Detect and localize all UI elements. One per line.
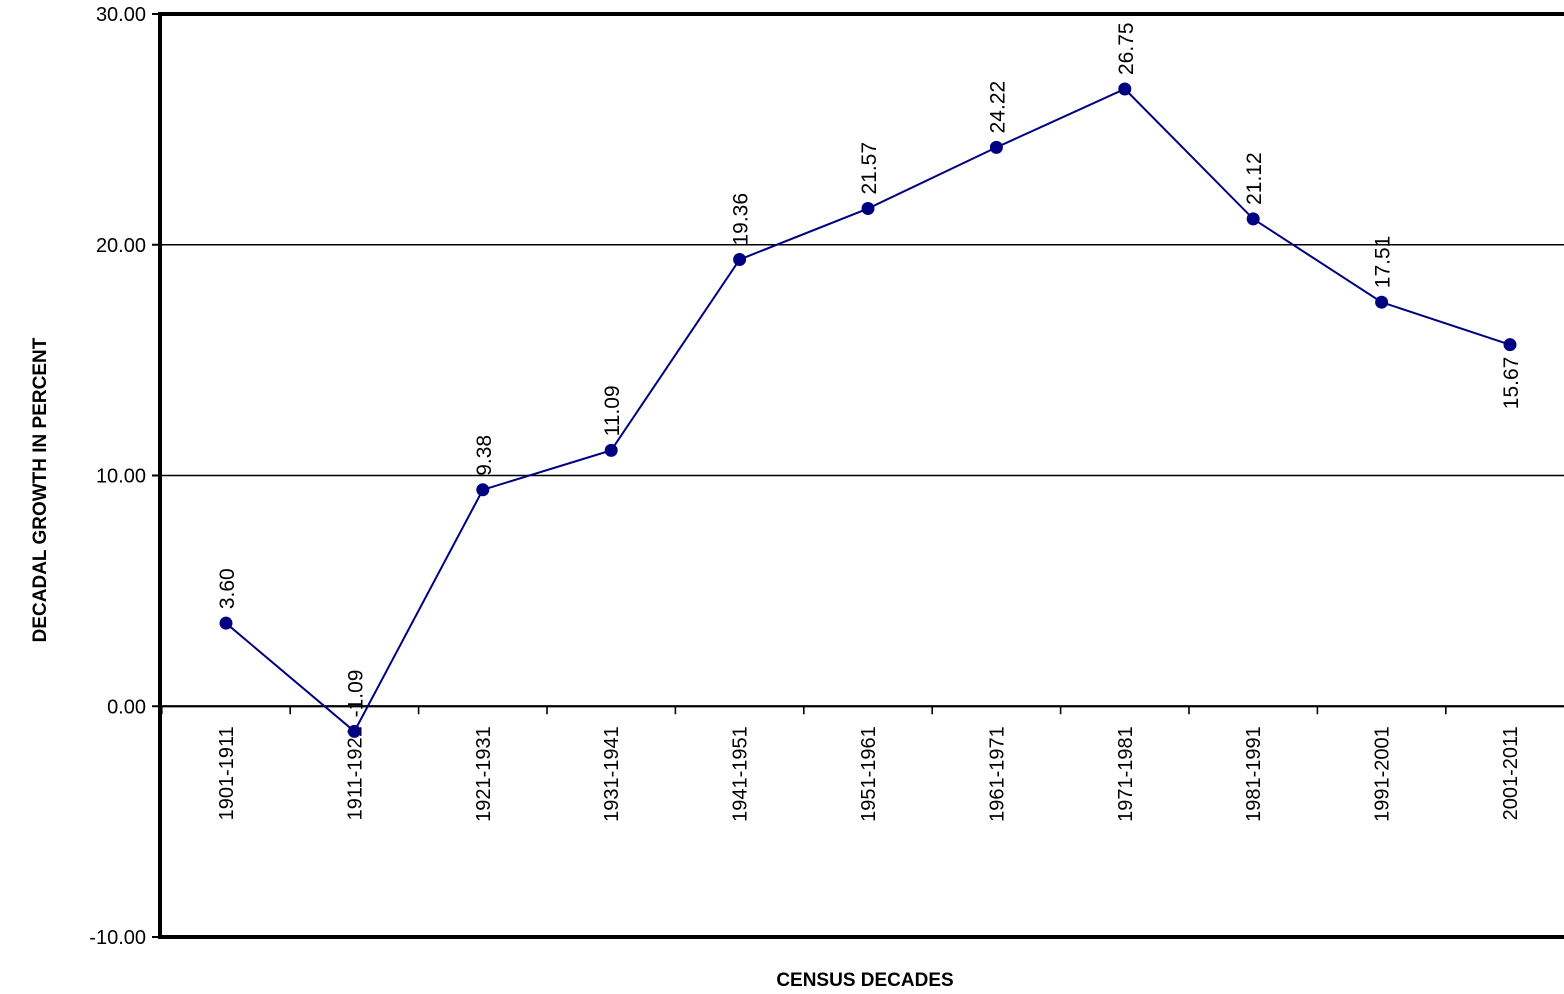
- data-label: 26.75: [1115, 22, 1138, 75]
- data-label: 3.60: [216, 568, 239, 609]
- data-point: [1503, 338, 1517, 352]
- data-label: 15.67: [1500, 357, 1523, 410]
- category-label: 1941-1951: [730, 726, 752, 822]
- category-label: 1951-1961: [858, 726, 880, 822]
- data-point: [219, 616, 233, 630]
- category-label: 1991-2001: [1372, 726, 1394, 822]
- category-label: 1971-1981: [1115, 726, 1137, 822]
- y-tick-label: 20.00: [96, 235, 146, 257]
- data-point: [1118, 82, 1132, 96]
- category-label: 1911-1921: [344, 726, 366, 820]
- y-tick-label: -10.00: [89, 927, 146, 949]
- data-point: [347, 724, 361, 738]
- category-label: 2001-2011: [1500, 726, 1522, 820]
- y-tick-label: 0.00: [107, 696, 146, 718]
- data-point: [604, 443, 618, 457]
- data-point: [733, 253, 747, 267]
- data-label: -1.09: [344, 670, 367, 718]
- data-label: 9.38: [473, 435, 496, 476]
- x-tick-marks: [161, 706, 1447, 715]
- category-label: 1981-1991: [1243, 726, 1265, 822]
- category-labels: 1901-1911 1911-1921 1921-1931 1931-1941 1941…: [216, 726, 1522, 822]
- y-axis-title: DECADAL GROWTH IN PERCENT: [30, 337, 51, 642]
- data-labels: 3.60 -1.09 9.38 11.09 19.36 21.57 24.22 26.75 21…: [216, 22, 1523, 717]
- y-tick-label: 30.00: [96, 4, 146, 26]
- y-tick-label: 10.00: [96, 466, 146, 488]
- data-label: 21.12: [1243, 152, 1266, 205]
- data-label: 19.36: [730, 193, 753, 246]
- category-label: 1931-1941: [601, 726, 623, 822]
- data-point: [989, 140, 1003, 154]
- x-axis-title: CENSUS DECADES: [776, 970, 953, 991]
- data-point: [1375, 295, 1389, 309]
- gridlines: [160, 243, 1564, 477]
- data-label: 11.09: [601, 385, 624, 436]
- data-label: 24.22: [986, 81, 1009, 134]
- data-point: [861, 202, 875, 216]
- data-point: [476, 483, 490, 497]
- category-label: 1921-1931: [473, 726, 495, 822]
- data-point: [1246, 212, 1260, 226]
- category-label: 1901-1911: [216, 726, 238, 820]
- category-label: 1961-1971: [986, 726, 1008, 822]
- y-tick-labels: -10.00 0.00 10.00 20.00 30.00: [89, 4, 160, 949]
- data-series: [219, 82, 1517, 738]
- data-label: 21.57: [858, 142, 881, 195]
- data-label: 17.51: [1372, 236, 1395, 289]
